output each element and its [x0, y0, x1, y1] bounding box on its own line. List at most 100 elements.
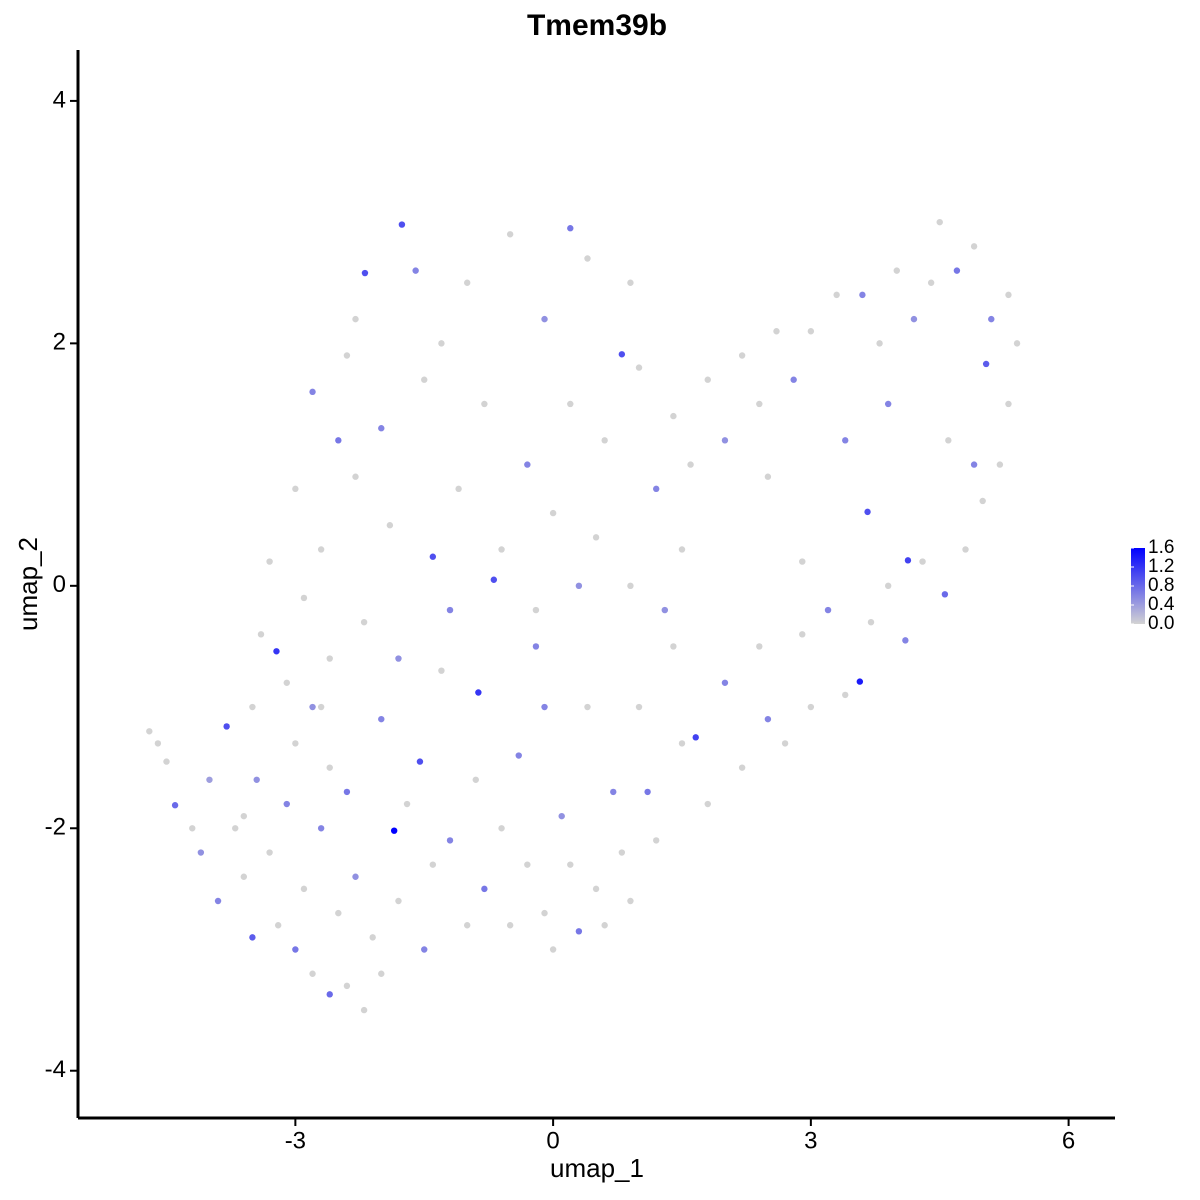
point [635, 364, 643, 371]
point [893, 267, 900, 274]
point [463, 922, 471, 929]
point [687, 461, 694, 468]
point [592, 534, 600, 541]
point [438, 340, 445, 347]
point [146, 728, 153, 735]
point [549, 946, 557, 953]
point [996, 461, 1004, 468]
point [335, 909, 342, 917]
point [988, 315, 995, 323]
point [446, 837, 454, 844]
point [498, 825, 505, 832]
point [300, 594, 308, 602]
point [584, 703, 591, 711]
x-axis-label: umap_1 [550, 1153, 644, 1183]
point [386, 522, 394, 529]
point [884, 400, 892, 408]
point [317, 546, 325, 553]
point [335, 437, 342, 444]
point [618, 351, 626, 358]
point [678, 546, 686, 553]
point [567, 400, 574, 408]
point [343, 788, 351, 796]
point [475, 689, 482, 696]
point [352, 873, 359, 880]
point [455, 485, 462, 493]
point [945, 437, 952, 444]
point [979, 497, 986, 505]
point [541, 703, 548, 711]
y-tick-label: 2 [53, 329, 66, 356]
point [721, 679, 729, 686]
point [326, 764, 333, 771]
point [343, 982, 351, 990]
point [653, 485, 660, 493]
point [661, 606, 669, 614]
point [403, 800, 411, 808]
colorbar-tick-label: 0.8 [1148, 575, 1174, 596]
point [910, 315, 918, 323]
point [1005, 400, 1012, 408]
point [266, 558, 273, 565]
point [524, 461, 531, 468]
colorbar-tick-label: 0.4 [1148, 594, 1175, 615]
point [541, 315, 548, 323]
point [378, 970, 385, 977]
point [249, 703, 256, 711]
point [927, 279, 935, 286]
point [790, 376, 797, 383]
point [678, 740, 686, 747]
point [463, 279, 471, 286]
point [936, 218, 943, 226]
point [773, 328, 780, 335]
point [360, 618, 368, 626]
point [223, 723, 230, 730]
point [904, 557, 912, 564]
point [378, 425, 385, 432]
point [982, 360, 990, 368]
point [515, 752, 522, 759]
point [360, 1006, 368, 1014]
point [627, 582, 634, 590]
point [240, 812, 248, 820]
point [610, 788, 617, 796]
point [369, 934, 376, 941]
point [704, 376, 711, 383]
point [481, 885, 488, 893]
point [919, 558, 926, 565]
point [807, 328, 815, 335]
point [429, 861, 437, 868]
point [163, 758, 170, 765]
point [867, 618, 875, 626]
y-tick-label: -4 [45, 1056, 66, 1083]
point [670, 412, 677, 420]
point [421, 376, 428, 383]
point [842, 691, 849, 699]
point [764, 715, 772, 723]
point [361, 269, 369, 277]
point [884, 582, 892, 590]
point [627, 279, 634, 286]
point [189, 825, 196, 832]
point [378, 715, 385, 723]
point [856, 678, 864, 685]
point [781, 740, 789, 747]
point [490, 576, 498, 583]
point [206, 776, 213, 783]
point [292, 946, 299, 953]
point [309, 970, 316, 977]
point [738, 352, 746, 359]
point [352, 473, 359, 480]
x-tick-label: -3 [285, 1127, 306, 1154]
point [429, 553, 437, 560]
point [756, 643, 763, 650]
point [395, 655, 402, 662]
point [627, 897, 634, 905]
point [412, 267, 419, 274]
point [653, 837, 660, 844]
point [524, 861, 531, 868]
point [421, 946, 428, 953]
y-tick-label: -2 [45, 814, 66, 841]
point [481, 400, 488, 408]
point [567, 225, 574, 232]
